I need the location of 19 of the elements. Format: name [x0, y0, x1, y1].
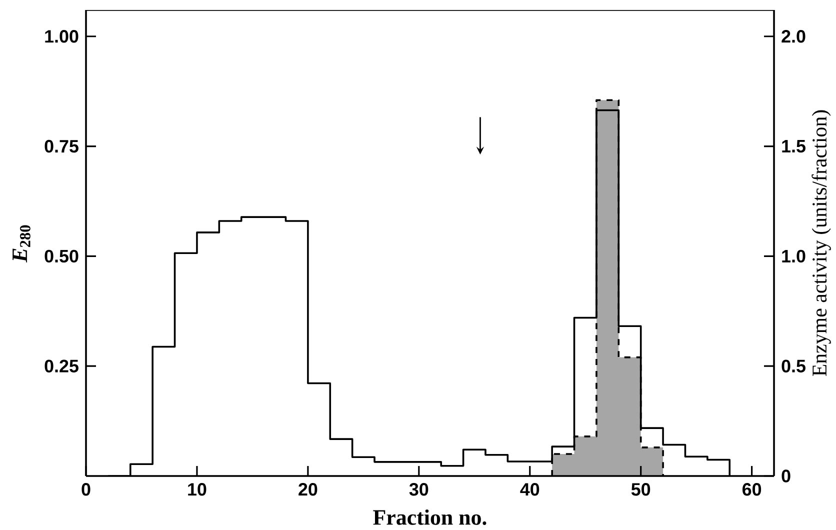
x-tick-label: 50 — [631, 483, 650, 496]
y2-tick-label: 1.5 — [782, 140, 806, 153]
y2-tick-label: 0.5 — [782, 360, 806, 372]
y-axis-title: E$_{280}$ — [12, 225, 30, 262]
x-tick-label: 0 — [82, 483, 90, 496]
x-tick-label: 10 — [188, 483, 206, 496]
y-tick-label: 0.50 — [44, 250, 78, 263]
y-tick-label: 0.75 — [44, 140, 78, 153]
x-axis-title: Fraction no. — [373, 509, 486, 525]
y-tick-label: 1.00 — [45, 30, 78, 43]
y-tick-label: 0.25 — [44, 360, 78, 372]
x-tick-label: 20 — [298, 483, 318, 496]
y2-tick-label: 1.0 — [782, 250, 806, 263]
y2-tick-label: 2.0 — [782, 30, 806, 43]
y2-tick-label: 0 — [782, 470, 790, 482]
x-tick-label: 40 — [520, 483, 540, 496]
x-tick-label: 30 — [409, 483, 428, 496]
y2-axis-title: Enzyme activity (units/fraction) — [812, 110, 831, 376]
x-tick-label: 60 — [742, 483, 762, 496]
